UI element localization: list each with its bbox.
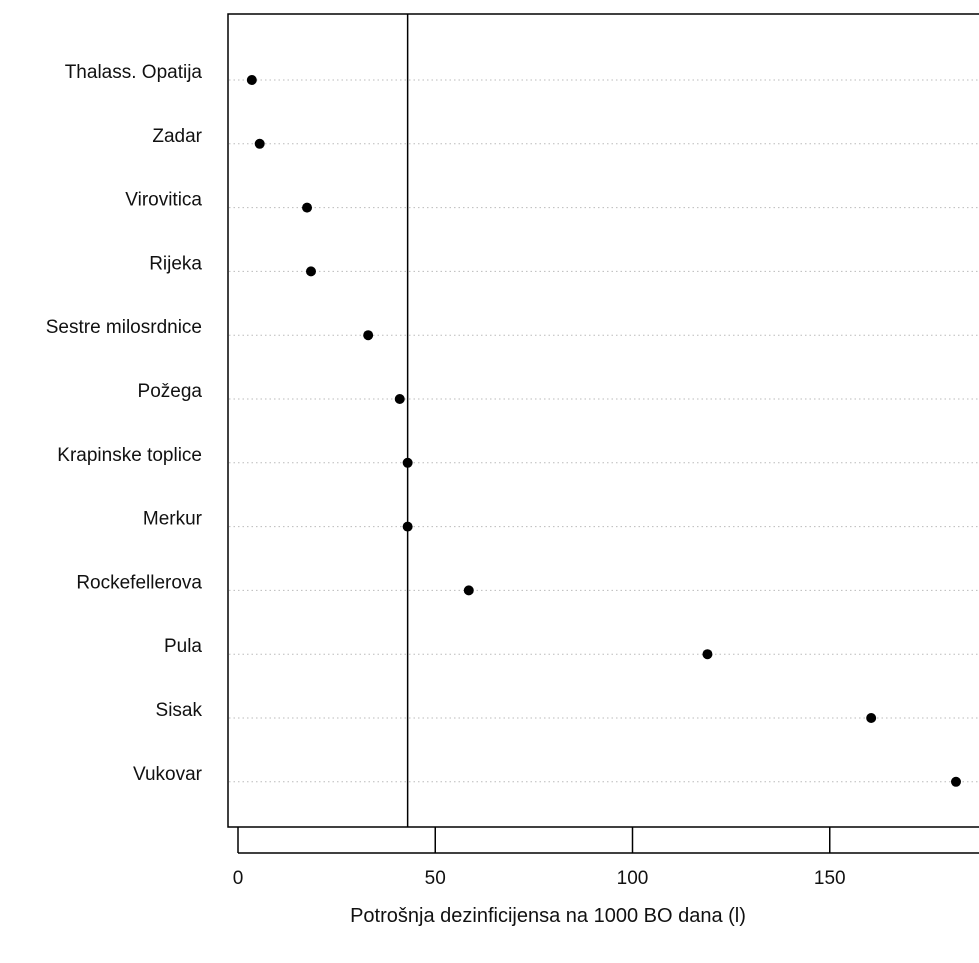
x-axis: 0 50 100 150	[233, 827, 979, 889]
category-labels: Thalass. Opatija Zadar Virovitica Rijeka Ses…	[46, 62, 203, 785]
data-points	[246, 75, 961, 787]
category-label: Thalass. Opatija	[65, 62, 203, 83]
data-point	[402, 521, 413, 532]
data-point	[254, 138, 265, 149]
x-tick-label: 100	[617, 868, 649, 889]
category-label: Krapinske toplice	[57, 445, 202, 466]
category-label: Sestre milosrdnice	[46, 317, 202, 338]
data-point	[866, 713, 877, 723]
x-tick-label: 150	[814, 868, 846, 889]
data-point	[246, 75, 257, 85]
data-point	[463, 585, 474, 596]
grid-lines	[229, 79, 979, 783]
data-point	[363, 330, 374, 341]
x-axis-title: Potrošnja dezinficijensa na 1000 BO dana…	[350, 905, 746, 927]
category-label: Vukovar	[133, 764, 203, 785]
category-label: Rockefellerova	[76, 572, 202, 593]
category-label: Zadar	[152, 126, 202, 147]
category-label: Požega	[138, 381, 203, 402]
x-tick-label: 50	[425, 868, 446, 889]
data-point	[305, 266, 316, 277]
category-label: Sisak	[156, 700, 203, 721]
data-point	[394, 394, 405, 404]
data-point	[302, 202, 313, 213]
data-point	[950, 776, 961, 787]
category-label: Merkur	[143, 509, 203, 530]
x-tick-label: 0	[233, 868, 244, 889]
data-point	[702, 649, 713, 660]
plot-frame	[227, 13, 979, 828]
data-point	[402, 457, 413, 468]
category-label: Virovitica	[125, 190, 202, 211]
category-label: Pula	[164, 636, 202, 657]
category-label: Rijeka	[149, 253, 202, 274]
